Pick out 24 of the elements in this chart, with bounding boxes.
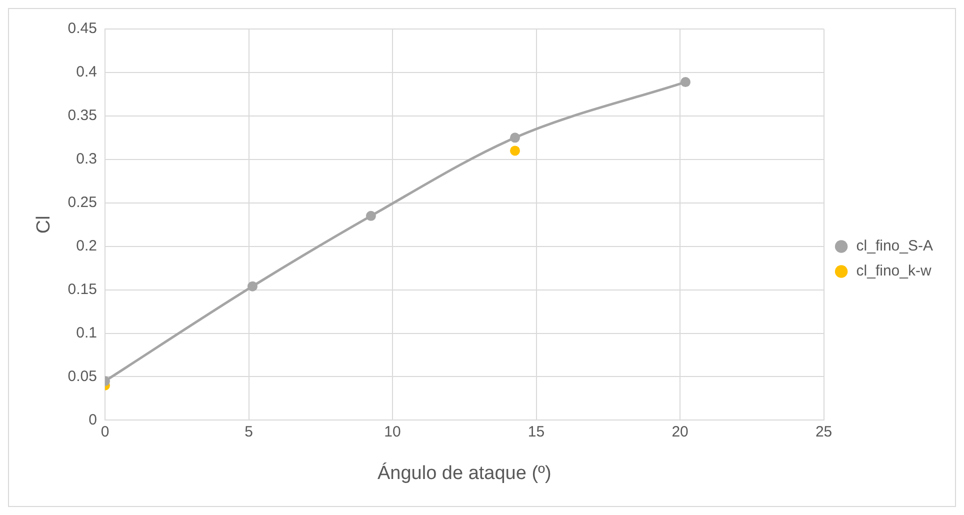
y-axis-title: Cl: [34, 216, 55, 234]
x-tick-label: 15: [528, 423, 545, 440]
x-tick-label: 25: [815, 423, 832, 440]
y-tick-label: 0: [88, 411, 97, 428]
x-tick-label: 0: [100, 423, 110, 440]
y-tick-label: 0.1: [76, 324, 97, 342]
x-tick-label: 20: [672, 423, 688, 440]
x-tick-label: 5: [244, 423, 253, 440]
y-tick-label: 0.3: [76, 150, 97, 168]
y-tick-label: 0.15: [68, 280, 97, 298]
y-tick-label: 0.25: [68, 194, 97, 212]
y-tick-label: 0.4: [76, 64, 97, 81]
legend-label: cl_fino_S-A: [856, 238, 934, 255]
y-tick-label: 0.2: [76, 237, 97, 254]
point: [366, 210, 376, 221]
y-tick-label: 0.35: [68, 107, 97, 124]
x-tick-label: 10: [384, 423, 401, 440]
y-tick-label: 0.05: [68, 368, 97, 385]
point: [247, 281, 258, 292]
point: [510, 132, 520, 143]
point: [680, 77, 690, 88]
x-axis-title: Ángulo de ataque (º): [377, 462, 552, 484]
legend-label: cl_fino_k-w: [856, 262, 932, 280]
y-tick-label: 0.45: [68, 20, 97, 38]
